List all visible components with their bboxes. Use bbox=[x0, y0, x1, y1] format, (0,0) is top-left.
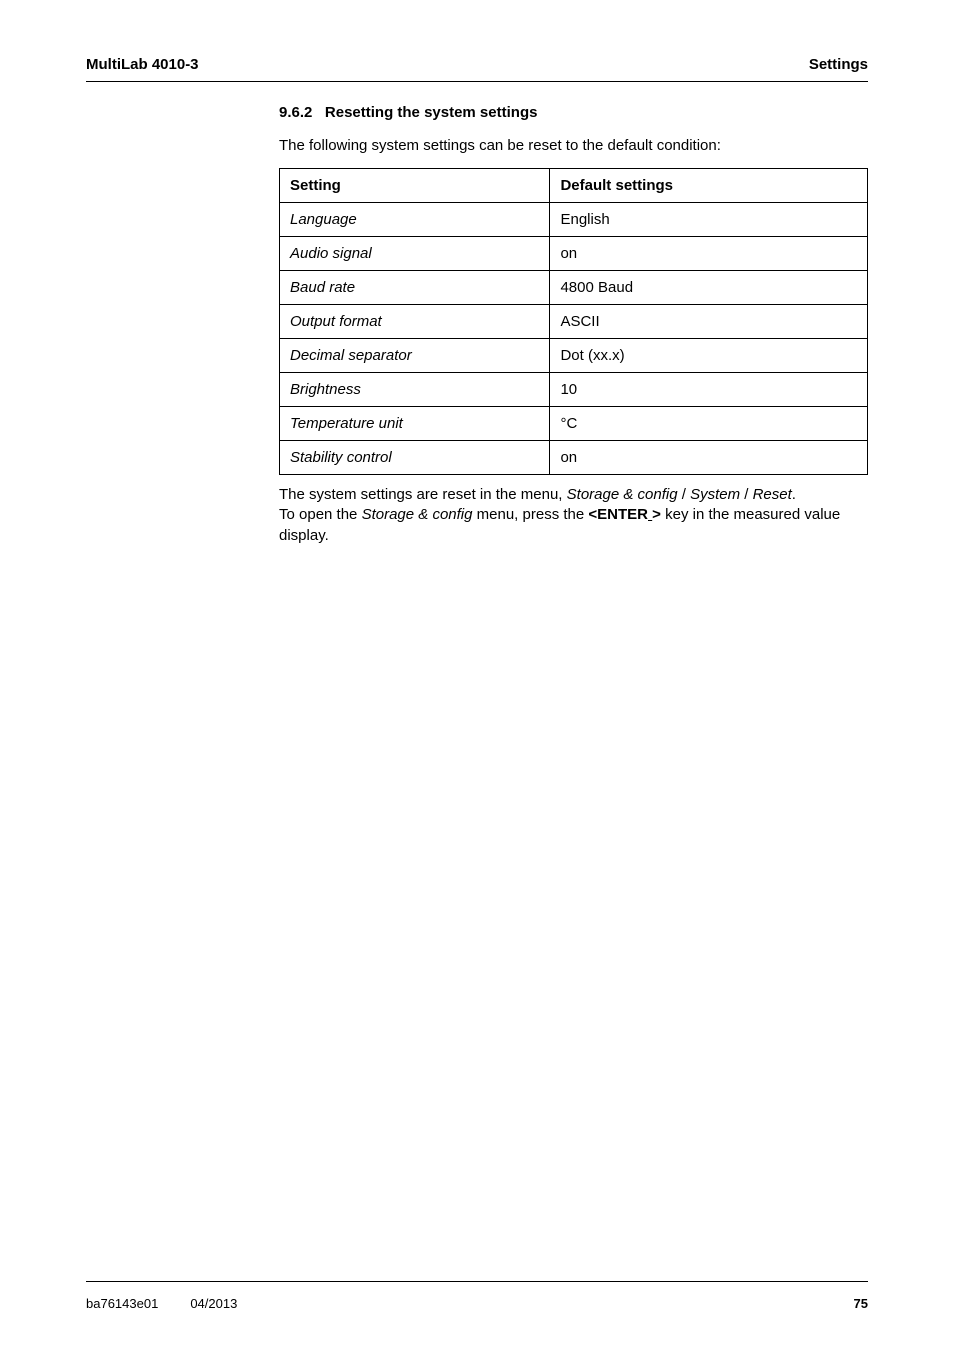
table-row: Decimal separator Dot (xx.x) bbox=[280, 339, 868, 373]
setting-name: Temperature unit bbox=[280, 407, 550, 441]
setting-name: Language bbox=[280, 203, 550, 237]
section-heading: 9.6.2 Resetting the system settings bbox=[279, 104, 868, 121]
setting-default: °C bbox=[550, 407, 868, 441]
section-title: Resetting the system settings bbox=[325, 104, 538, 121]
setting-default: 4800 Baud bbox=[550, 271, 868, 305]
intro-text: The following system settings can be res… bbox=[279, 137, 868, 154]
setting-name: Audio signal bbox=[280, 237, 550, 271]
footer-row: ba76143e01 04/2013 75 bbox=[86, 1296, 868, 1311]
section-number: 9.6.2 bbox=[279, 104, 312, 121]
table-row: Stability control on bbox=[280, 441, 868, 475]
table-row: Audio signal on bbox=[280, 237, 868, 271]
table-row: Language English bbox=[280, 203, 868, 237]
p1-end: . bbox=[792, 486, 796, 503]
setting-default: Dot (xx.x) bbox=[550, 339, 868, 373]
page-number: 75 bbox=[854, 1296, 868, 1311]
table-row: Output format ASCII bbox=[280, 305, 868, 339]
table-header-default: Default settings bbox=[550, 169, 868, 203]
setting-default: on bbox=[550, 441, 868, 475]
running-header: MultiLab 4010-3 Settings bbox=[86, 56, 868, 81]
setting-default: ASCII bbox=[550, 305, 868, 339]
menu-path-3: Reset bbox=[753, 486, 792, 503]
setting-default: on bbox=[550, 237, 868, 271]
setting-default: 10 bbox=[550, 373, 868, 407]
table-row: Brightness 10 bbox=[280, 373, 868, 407]
p2-pre: To open the bbox=[279, 506, 362, 523]
table-header-setting: Setting bbox=[280, 169, 550, 203]
doc-date: 04/2013 bbox=[190, 1296, 237, 1311]
setting-name: Brightness bbox=[280, 373, 550, 407]
header-rule bbox=[86, 81, 868, 82]
setting-name: Baud rate bbox=[280, 271, 550, 305]
p1-pre: The system settings are reset in the men… bbox=[279, 486, 567, 503]
footer-left: ba76143e01 04/2013 bbox=[86, 1296, 237, 1311]
doc-id: ba76143e01 bbox=[86, 1296, 158, 1311]
path-sep-2: / bbox=[740, 486, 753, 503]
setting-name: Stability control bbox=[280, 441, 550, 475]
enter-key-open: <ENTER bbox=[588, 506, 648, 523]
p2-mid: menu, press the bbox=[472, 506, 588, 523]
setting-name: Output format bbox=[280, 305, 550, 339]
footer-rule bbox=[86, 1281, 868, 1282]
header-left: MultiLab 4010-3 bbox=[86, 56, 199, 73]
menu-path-2: System bbox=[690, 486, 740, 503]
setting-name: Decimal separator bbox=[280, 339, 550, 373]
table-row: Baud rate 4800 Baud bbox=[280, 271, 868, 305]
menu-path-1: Storage & config bbox=[567, 486, 678, 503]
table-header-row: Setting Default settings bbox=[280, 169, 868, 203]
p2-menu: Storage & config bbox=[362, 506, 473, 523]
table-row: Temperature unit °C bbox=[280, 407, 868, 441]
path-sep-1: / bbox=[678, 486, 691, 503]
setting-default: English bbox=[550, 203, 868, 237]
page: MultiLab 4010-3 Settings 9.6.2 Resetting… bbox=[0, 0, 954, 1351]
content-block: 9.6.2 Resetting the system settings The … bbox=[279, 104, 868, 546]
enter-key-close: > bbox=[652, 506, 661, 523]
header-right: Settings bbox=[809, 56, 868, 73]
after-table-paragraph: The system settings are reset in the men… bbox=[279, 485, 868, 546]
footer: ba76143e01 04/2013 75 bbox=[86, 1281, 868, 1311]
settings-table: Setting Default settings Language Englis… bbox=[279, 168, 868, 475]
